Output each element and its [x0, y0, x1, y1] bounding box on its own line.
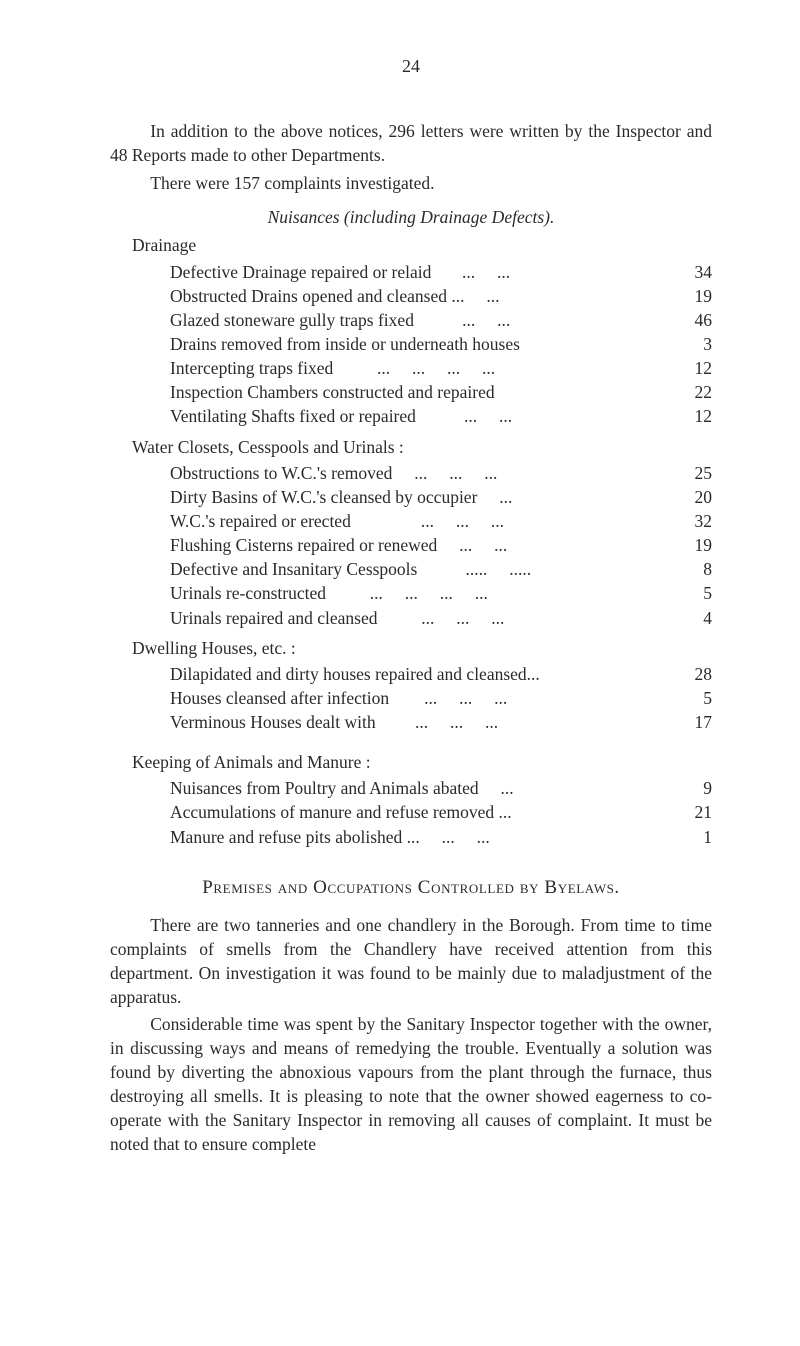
list-item: Obstructed Drains opened and cleansed ..… — [170, 284, 712, 308]
keeping-items: Nuisances from Poultry and Animals abate… — [170, 776, 712, 848]
item-label: Nuisances from Poultry and Animals abate… — [170, 776, 668, 800]
item-label: Ventilating Shafts fixed or repaired ...… — [170, 404, 668, 428]
item-value: 5 — [668, 686, 712, 710]
intro-paragraph: In addition to the above notices, 296 le… — [110, 119, 712, 167]
item-label: Verminous Houses dealt with ... ... ... — [170, 710, 668, 734]
item-label: Obstructions to W.C.'s removed ... ... .… — [170, 461, 668, 485]
item-label: Obstructed Drains opened and cleansed ..… — [170, 284, 668, 308]
dwelling-label: Dwelling Houses, etc. : — [132, 636, 712, 660]
premises-heading: Premises and Occupations Controlled by B… — [110, 875, 712, 901]
item-label: Intercepting traps fixed ... ... ... ... — [170, 356, 668, 380]
list-item: Dirty Basins of W.C.'s cleansed by occup… — [170, 485, 712, 509]
list-item: Defective and Insanitary Cesspools .....… — [170, 557, 712, 581]
list-item: Drains removed from inside or underneath… — [170, 332, 712, 356]
complaints-line: There were 157 complaints investigated. — [110, 171, 712, 195]
item-value: 12 — [668, 356, 712, 380]
page-number: 24 — [110, 54, 712, 79]
item-label: Manure and refuse pits abolished ... ...… — [170, 825, 668, 849]
item-value: 34 — [668, 260, 712, 284]
list-item: Inspection Chambers constructed and repa… — [170, 380, 712, 404]
item-label: Glazed stoneware gully traps fixed ... .… — [170, 308, 668, 332]
nuisances-heading: Nuisances (including Drainage Defects). — [110, 205, 712, 229]
list-item: Intercepting traps fixed ... ... ... ...… — [170, 356, 712, 380]
item-value: 1 — [668, 825, 712, 849]
item-label: Houses cleansed after infection ... ... … — [170, 686, 668, 710]
item-value: 3 — [668, 332, 712, 356]
list-item: Flushing Cisterns repaired or renewed ..… — [170, 533, 712, 557]
dwelling-items: Dilapidated and dirty houses repaired an… — [170, 662, 712, 734]
premises-para-1: There are two tanneries and one chandler… — [110, 913, 712, 1010]
item-label: Defective and Insanitary Cesspools .....… — [170, 557, 668, 581]
item-value: 8 — [668, 557, 712, 581]
list-item: Houses cleansed after infection ... ... … — [170, 686, 712, 710]
item-value: 19 — [668, 284, 712, 308]
item-value: 32 — [668, 509, 712, 533]
item-label: Accumulations of manure and refuse remov… — [170, 800, 668, 824]
item-value: 17 — [668, 710, 712, 734]
list-item: Urinals repaired and cleansed ... ... ..… — [170, 606, 712, 630]
list-item: Manure and refuse pits abolished ... ...… — [170, 825, 712, 849]
item-value: 46 — [668, 308, 712, 332]
list-item: W.C.'s repaired or erected ... ... ...32 — [170, 509, 712, 533]
item-label: Flushing Cisterns repaired or renewed ..… — [170, 533, 668, 557]
item-label: Urinals re-constructed ... ... ... ... — [170, 581, 668, 605]
item-value: 5 — [668, 581, 712, 605]
list-item: Accumulations of manure and refuse remov… — [170, 800, 712, 824]
item-label: Dilapidated and dirty houses repaired an… — [170, 662, 668, 686]
item-value: 12 — [668, 404, 712, 428]
item-value: 28 — [668, 662, 712, 686]
item-label: Drains removed from inside or underneath… — [170, 332, 668, 356]
water-closets-items: Obstructions to W.C.'s removed ... ... .… — [170, 461, 712, 630]
drainage-label: Drainage — [132, 233, 712, 257]
item-value: 25 — [668, 461, 712, 485]
list-item: Ventilating Shafts fixed or repaired ...… — [170, 404, 712, 428]
list-item: Glazed stoneware gully traps fixed ... .… — [170, 308, 712, 332]
list-item: Nuisances from Poultry and Animals abate… — [170, 776, 712, 800]
item-value: 20 — [668, 485, 712, 509]
item-value: 22 — [668, 380, 712, 404]
list-item: Urinals re-constructed ... ... ... ...5 — [170, 581, 712, 605]
item-label: Urinals repaired and cleansed ... ... ..… — [170, 606, 668, 630]
item-label: Defective Drainage repaired or relaid ..… — [170, 260, 668, 284]
item-value: 19 — [668, 533, 712, 557]
list-item: Dilapidated and dirty houses repaired an… — [170, 662, 712, 686]
water-closets-label: Water Closets, Cesspools and Urinals : — [132, 435, 712, 459]
keeping-label: Keeping of Animals and Manure : — [132, 750, 712, 774]
item-label: Inspection Chambers constructed and repa… — [170, 380, 668, 404]
list-item: Defective Drainage repaired or relaid ..… — [170, 260, 712, 284]
item-label: Dirty Basins of W.C.'s cleansed by occup… — [170, 485, 668, 509]
item-label: W.C.'s repaired or erected ... ... ... — [170, 509, 668, 533]
premises-para-2: Considerable time was spent by the Sanit… — [110, 1012, 712, 1157]
item-value: 9 — [668, 776, 712, 800]
item-value: 21 — [668, 800, 712, 824]
drainage-items: Defective Drainage repaired or relaid ..… — [170, 260, 712, 429]
item-value: 4 — [668, 606, 712, 630]
list-item: Verminous Houses dealt with ... ... ...1… — [170, 710, 712, 734]
list-item: Obstructions to W.C.'s removed ... ... .… — [170, 461, 712, 485]
